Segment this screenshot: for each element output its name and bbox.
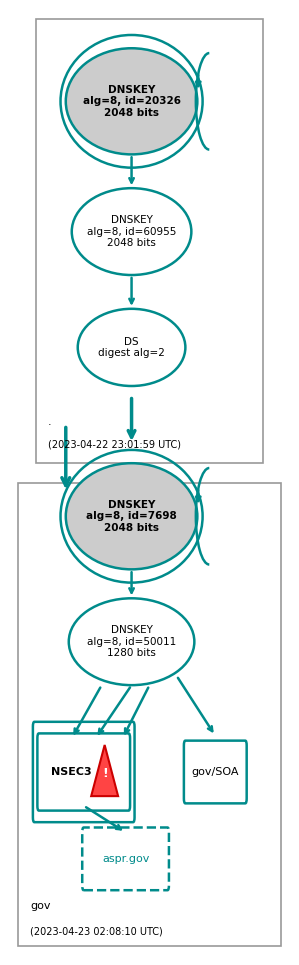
FancyBboxPatch shape: [36, 19, 263, 463]
Text: DNSKEY
alg=8, id=60955
2048 bits: DNSKEY alg=8, id=60955 2048 bits: [87, 215, 176, 248]
Text: DNSKEY
alg=8, id=50011
1280 bits: DNSKEY alg=8, id=50011 1280 bits: [87, 625, 176, 658]
Text: NSEC3: NSEC3: [51, 767, 92, 777]
Text: DS
digest alg=2: DS digest alg=2: [98, 337, 165, 358]
Ellipse shape: [72, 188, 191, 275]
Text: gov/SOA: gov/SOA: [192, 767, 239, 777]
Polygon shape: [91, 745, 118, 796]
FancyBboxPatch shape: [184, 741, 247, 803]
Ellipse shape: [66, 48, 197, 154]
Ellipse shape: [66, 463, 197, 569]
Text: gov: gov: [30, 901, 51, 911]
FancyBboxPatch shape: [18, 482, 281, 946]
Text: (2023-04-23 02:08:10 UTC): (2023-04-23 02:08:10 UTC): [30, 926, 163, 936]
Text: .: .: [48, 417, 51, 427]
Text: aspr.gov: aspr.gov: [102, 854, 149, 864]
FancyBboxPatch shape: [82, 827, 169, 890]
Text: !: !: [102, 767, 108, 781]
Ellipse shape: [78, 309, 185, 386]
Text: DNSKEY
alg=8, id=20326
2048 bits: DNSKEY alg=8, id=20326 2048 bits: [83, 85, 181, 118]
Ellipse shape: [69, 598, 194, 685]
Text: (2023-04-22 23:01:59 UTC): (2023-04-22 23:01:59 UTC): [48, 440, 181, 450]
Text: DNSKEY
alg=8, id=7698
2048 bits: DNSKEY alg=8, id=7698 2048 bits: [86, 500, 177, 533]
FancyBboxPatch shape: [37, 733, 130, 811]
